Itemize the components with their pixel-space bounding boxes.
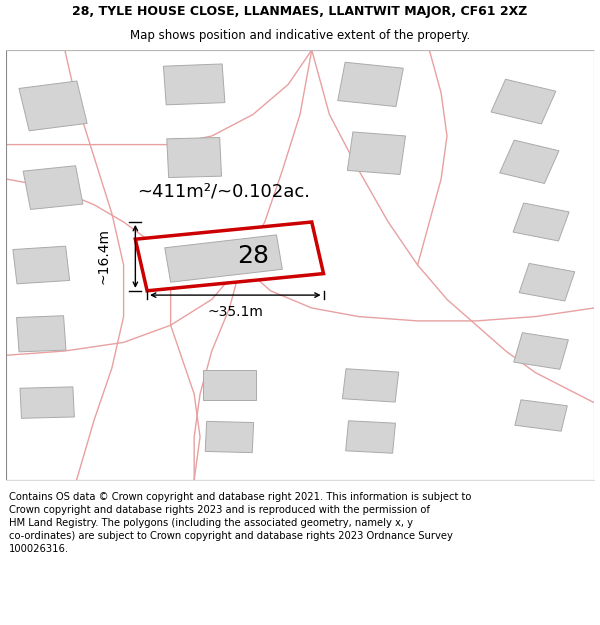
Polygon shape: [20, 387, 74, 418]
Polygon shape: [23, 166, 83, 209]
Polygon shape: [515, 400, 568, 431]
Polygon shape: [203, 371, 256, 401]
Polygon shape: [338, 62, 403, 106]
Polygon shape: [205, 421, 254, 452]
Polygon shape: [167, 138, 221, 178]
Polygon shape: [514, 332, 568, 369]
Text: ~16.4m: ~16.4m: [96, 228, 110, 284]
Polygon shape: [19, 81, 87, 131]
Polygon shape: [347, 132, 406, 174]
Polygon shape: [519, 263, 575, 301]
Polygon shape: [491, 79, 556, 124]
Polygon shape: [346, 421, 395, 453]
Text: Map shows position and indicative extent of the property.: Map shows position and indicative extent…: [130, 29, 470, 42]
Text: 28: 28: [237, 244, 269, 268]
Polygon shape: [343, 369, 399, 402]
Text: ~411m²/~0.102ac.: ~411m²/~0.102ac.: [137, 183, 310, 201]
Polygon shape: [513, 203, 569, 241]
Polygon shape: [17, 316, 66, 352]
Polygon shape: [500, 140, 559, 184]
Text: 28, TYLE HOUSE CLOSE, LLANMAES, LLANTWIT MAJOR, CF61 2XZ: 28, TYLE HOUSE CLOSE, LLANMAES, LLANTWIT…: [73, 4, 527, 18]
Text: Contains OS data © Crown copyright and database right 2021. This information is : Contains OS data © Crown copyright and d…: [9, 492, 472, 554]
Text: ~35.1m: ~35.1m: [208, 305, 263, 319]
Polygon shape: [13, 246, 70, 284]
Polygon shape: [165, 235, 283, 282]
Polygon shape: [136, 222, 323, 291]
Polygon shape: [163, 64, 225, 105]
